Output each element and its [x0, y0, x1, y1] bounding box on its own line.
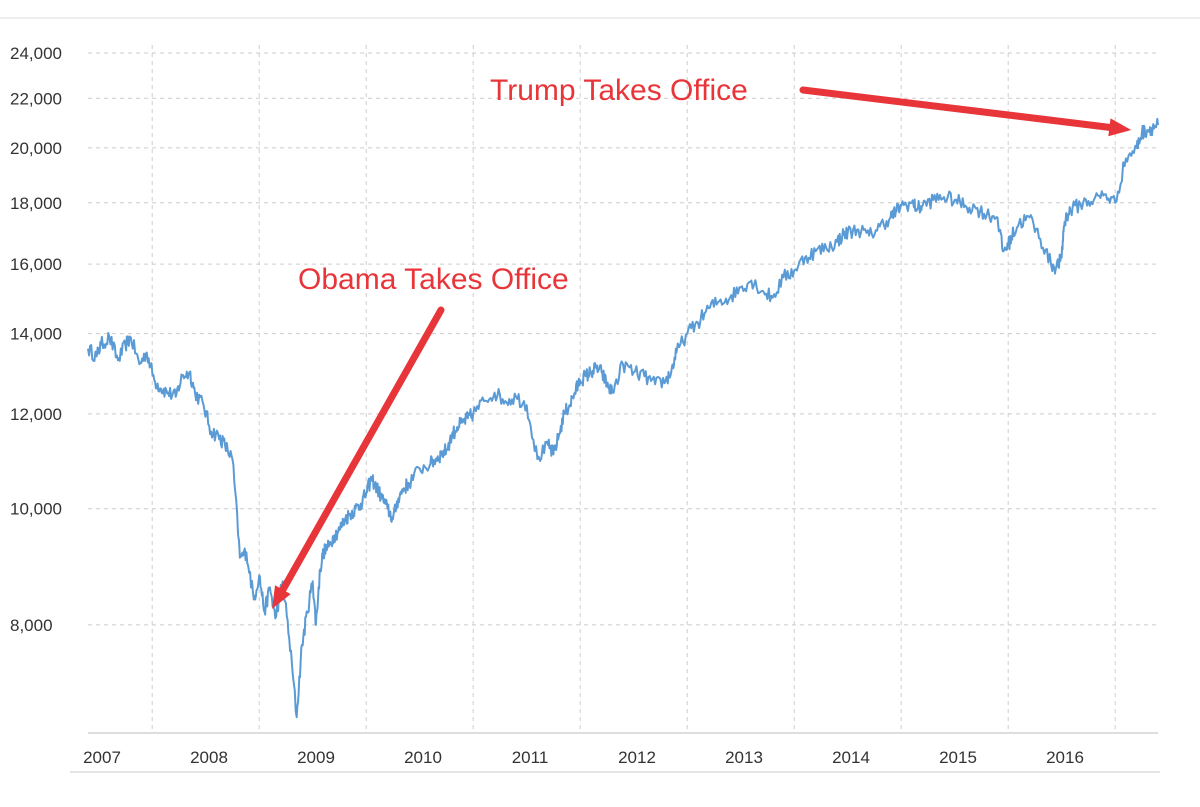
x-tick-label: 2014: [832, 748, 870, 767]
y-tick-label: 14,000: [10, 325, 62, 344]
obama-annotation-arrow: [279, 306, 445, 594]
y-tick-label: 24,000: [10, 44, 62, 63]
obama-annotation-label: Obama Takes Office: [298, 263, 569, 296]
x-tick-label: 2007: [83, 748, 121, 767]
trump-annotation-arrow: [799, 86, 1113, 131]
x-tick-label: 2012: [618, 748, 656, 767]
annotations: Obama Takes Office Trump Takes Office: [272, 74, 1132, 609]
y-tick-label: 10,000: [10, 500, 62, 519]
y-tick-label: 20,000: [10, 139, 62, 158]
axes: 8,000 10,000 12,000 14,000 16,000 18,000 20,00…: [10, 44, 1160, 773]
obama-annotation-arrowhead: [272, 585, 291, 609]
y-tick-label: 12,000: [10, 405, 62, 424]
x-tick-label: 2013: [725, 748, 763, 767]
x-tick-label: 2009: [297, 748, 335, 767]
y-tick-label: 18,000: [10, 194, 62, 213]
trump-annotation-label: Trump Takes Office: [490, 74, 748, 107]
y-tick-label: 16,000: [10, 255, 62, 274]
x-tick-label: 2016: [1046, 748, 1084, 767]
y-tick-label: 8,000: [10, 616, 53, 635]
series-line: [87, 117, 1159, 719]
x-tick-label: 2008: [190, 748, 228, 767]
series-layer: [87, 117, 1159, 719]
x-tick-label: 2010: [404, 748, 442, 767]
x-tick-label: 2015: [939, 748, 977, 767]
y-tick-label: 22,000: [10, 89, 62, 108]
trump-annotation-arrowhead: [1108, 118, 1132, 137]
top-divider: [0, 17, 1200, 19]
gridlines: [88, 45, 1158, 733]
x-tick-label: 2011: [512, 748, 549, 767]
